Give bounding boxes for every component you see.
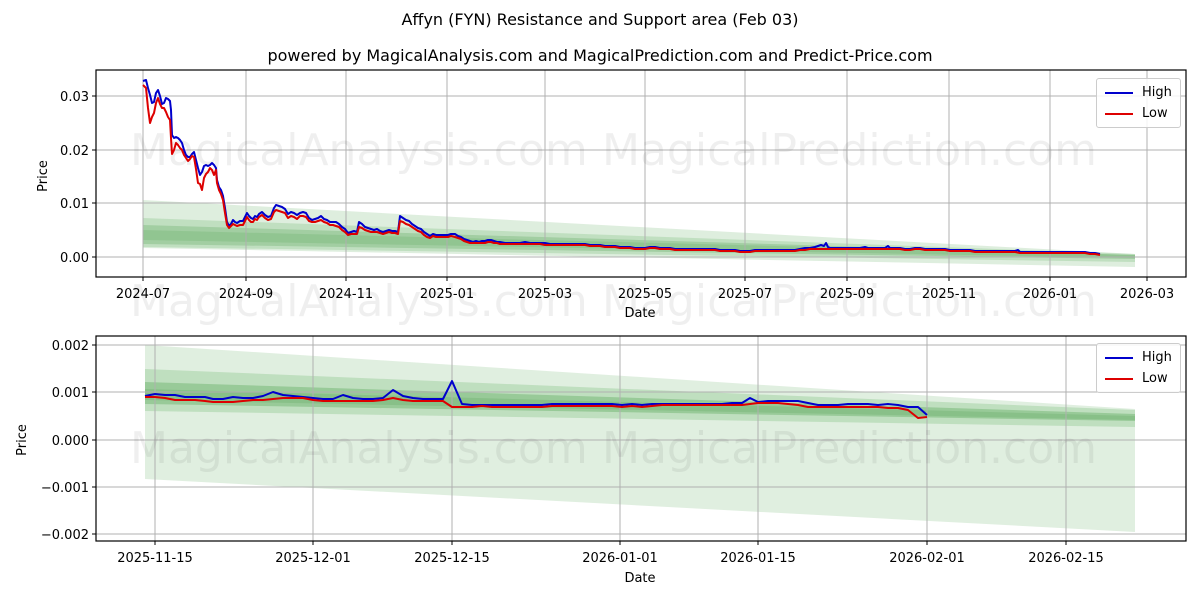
top-x-tick: 2025-07 <box>718 287 772 302</box>
top-y-tick: 0.01 <box>60 197 89 212</box>
top-band-core <box>143 230 1135 258</box>
top-x-tick: 2025-09 <box>820 287 874 302</box>
legend-high-swatch <box>1105 356 1133 359</box>
top-axes-frame <box>95 69 1187 278</box>
top-x-tick: 2024-07 <box>116 287 170 302</box>
top-y-tick: 0.02 <box>60 144 89 159</box>
bottom-grid <box>96 336 1186 541</box>
bottom-y-tick: −0.001 <box>41 481 89 496</box>
legend-item-high: High <box>1105 347 1172 368</box>
bottom-axes-frame <box>95 335 1187 542</box>
bottom-x-tick: 2025-12-01 <box>275 551 351 566</box>
top-x-tick: 2025-11 <box>922 287 976 302</box>
bottom-x-tick: 2026-01-15 <box>720 551 796 566</box>
top-x-tick: 2025-03 <box>518 287 572 302</box>
legend-low-swatch <box>1105 377 1133 380</box>
legend-item-low: Low <box>1105 368 1172 389</box>
top-x-tick: 2026-01 <box>1023 287 1077 302</box>
bottom-x-tick: 2026-01-01 <box>582 551 658 566</box>
watermark-prediction: MagicalPrediction.com <box>602 125 1097 176</box>
top-x-tick: 2025-01 <box>420 287 474 302</box>
bottom-x-axis-label: Date <box>624 571 655 586</box>
top-x-tick: 2026-03 <box>1120 287 1174 302</box>
watermark-prediction-2: MagicalPrediction.com <box>602 276 1097 327</box>
bottom-x-tick: 2025-12-15 <box>414 551 490 566</box>
legend-high-swatch <box>1105 91 1133 94</box>
bottom-y-tick: 0.000 <box>52 434 89 449</box>
watermark-analysis-2: MagicalAnalysis.com <box>130 276 588 327</box>
bottom-x-tick: 2026-02-15 <box>1028 551 1104 566</box>
bottom-x-tick: 2026-02-01 <box>889 551 965 566</box>
top-chart: MagicalAnalysis.com MagicalPrediction.co… <box>36 69 1187 327</box>
bottom-high-line <box>144 380 928 416</box>
top-high-line <box>142 79 1101 255</box>
top-low-line <box>142 84 1101 256</box>
watermark-analysis: MagicalAnalysis.com <box>130 125 588 176</box>
legend-low-label: Low <box>1142 106 1168 121</box>
chart-subtitle: powered by MagicalAnalysis.com and Magic… <box>267 46 933 65</box>
legend-low-label: Low <box>1142 371 1168 386</box>
bottom-legend: High Low <box>1096 343 1181 393</box>
watermark-prediction-3: MagicalPrediction.com <box>602 423 1097 474</box>
legend-item-high: High <box>1105 82 1172 103</box>
legend-high-label: High <box>1142 350 1172 365</box>
bottom-y-tick-marks <box>92 344 96 535</box>
top-y-axis-label: Price <box>36 160 51 192</box>
bottom-y-tick: 0.001 <box>52 386 89 401</box>
watermark-analysis-3: MagicalAnalysis.com <box>130 423 588 474</box>
bottom-chart: MagicalAnalysis.com MagicalPrediction.co… <box>15 335 1187 586</box>
bottom-x-tick: 2025-11-15 <box>117 551 193 566</box>
top-legend: High Low <box>1096 78 1181 128</box>
bottom-x-tick-marks <box>154 541 1067 545</box>
legend-low-swatch <box>1105 112 1133 115</box>
top-x-tick: 2024-09 <box>219 287 273 302</box>
chart-title: Affyn (FYN) Resistance and Support area … <box>401 10 799 29</box>
bottom-y-tick: 0.002 <box>52 339 89 354</box>
top-x-tick: 2025-05 <box>618 287 672 302</box>
legend-item-low: Low <box>1105 103 1172 124</box>
top-y-tick-marks <box>92 95 96 258</box>
top-x-axis-label: Date <box>624 306 655 321</box>
top-y-tick: 0.00 <box>60 251 89 266</box>
top-x-tick-marks <box>142 277 1148 281</box>
bottom-low-line <box>145 396 928 419</box>
bottom-y-tick: −0.002 <box>41 528 89 543</box>
top-x-tick: 2024-11 <box>319 287 373 302</box>
top-y-tick: 0.03 <box>60 90 89 105</box>
bottom-y-axis-label: Price <box>15 424 30 456</box>
legend-high-label: High <box>1142 85 1172 100</box>
